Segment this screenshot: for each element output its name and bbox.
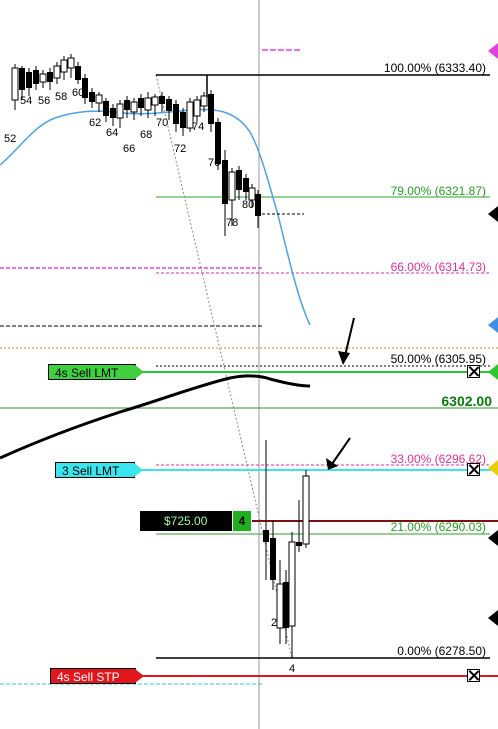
bar-count-label: 80: [242, 199, 254, 211]
tag-arrow: [135, 669, 144, 683]
fib-label-0: 0.00% (6278.50): [397, 644, 486, 658]
sell-lmt-3-tag[interactable]: 3 Sell LMT: [55, 462, 143, 478]
edge-marker-black-2: [488, 530, 498, 546]
sell-lmt-4s-label: 4s Sell LMT: [55, 366, 119, 380]
bar-count-label: 4: [289, 663, 295, 675]
bar-count-label: 68: [140, 129, 152, 141]
fib-label-100: 100.00% (6333.40): [384, 61, 486, 75]
tag-arrow: [135, 365, 144, 379]
bar-count-labels: 52 54 56 58 60 62 64 66 68 70 72 74 76 78 80 2 4: [4, 87, 295, 675]
bar-count-label: 52: [4, 133, 16, 145]
edge-marker-blue: [488, 317, 498, 333]
sell-stp-4s-label: 4s Sell STP: [57, 670, 120, 684]
edge-marker-black-3: [488, 610, 498, 626]
bar-count-label: 58: [55, 91, 67, 103]
edge-marker-black: [488, 206, 498, 222]
fib-label-33: 33.00% (6296.62): [391, 452, 486, 466]
tag-arrow: [134, 463, 143, 477]
sell-lmt-3-label: 3 Sell LMT: [62, 464, 120, 478]
annotation-arrows: [326, 317, 355, 470]
bar-count-label: 66: [123, 143, 135, 155]
position-pnl[interactable]: $725.00: [140, 511, 232, 531]
position-qty[interactable]: 4: [233, 511, 251, 531]
bar-count-label: 2: [271, 617, 277, 629]
cancel-sell-stp-4s-button[interactable]: [467, 669, 480, 682]
bar-count-label: 60: [72, 87, 84, 99]
candles: [11, 54, 310, 658]
bar-count-label: 62: [89, 117, 101, 129]
fib-label-79: 79.00% (6321.87): [391, 184, 486, 198]
sell-lmt-4s-tag[interactable]: 4s Sell LMT: [48, 364, 144, 380]
bar-count-label: 54: [20, 95, 32, 107]
cancel-sell-lmt-3-button[interactable]: [467, 463, 480, 476]
ma-slow-line: [0, 374, 311, 460]
fib-label-50: 50.00% (6305.95): [391, 352, 486, 366]
bar-count-label: 76: [208, 157, 220, 169]
bar-count-label: 78: [226, 217, 238, 229]
ma-fast-line: [0, 108, 311, 326]
edge-marker-green: [488, 364, 498, 380]
fib-label-21: 21.00% (6290.03): [391, 520, 486, 534]
current-price-label: 6302.00: [441, 393, 492, 409]
edge-marker-magenta: [488, 43, 498, 59]
bar-count-label: 70: [156, 117, 168, 129]
bar-count-label: 74: [192, 121, 204, 133]
bar-count-label: 64: [106, 127, 118, 139]
sell-stp-4s-tag[interactable]: 4s Sell STP: [50, 668, 144, 684]
edge-marker-yellow: [488, 460, 498, 476]
cancel-sell-lmt-4s-button[interactable]: [467, 365, 480, 378]
bar-count-label: 56: [38, 95, 50, 107]
fib-label-66: 66.00% (6314.73): [391, 260, 486, 274]
bar-count-label: 72: [174, 143, 186, 155]
